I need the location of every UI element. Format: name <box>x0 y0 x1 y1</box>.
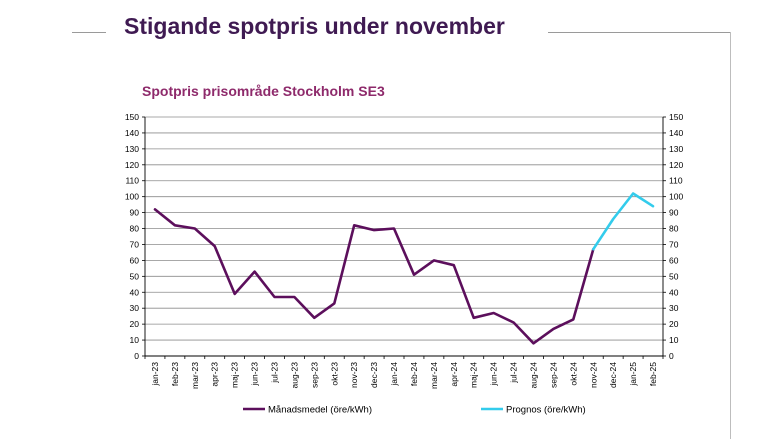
y-tick-label-left: 80 <box>130 224 140 234</box>
x-tick-label: aug-23 <box>289 362 299 389</box>
y-tick-label-left: 40 <box>130 287 140 297</box>
x-tick-label: sep-23 <box>309 362 319 388</box>
y-tick-label-left: 140 <box>125 128 139 138</box>
y-tick-label-right: 130 <box>669 144 683 154</box>
x-tick-label: feb-24 <box>409 362 419 386</box>
y-tick-label-left: 120 <box>125 160 139 170</box>
x-tick-label: okt-23 <box>329 362 339 386</box>
chart-title: Spotpris prisområde Stockholm SE3 <box>142 83 385 99</box>
y-tick-label-left: 70 <box>130 239 140 249</box>
x-tick-label: jun-23 <box>250 362 260 387</box>
y-tick-label-right: 50 <box>669 271 679 281</box>
y-tick-label-left: 90 <box>130 208 140 218</box>
x-tick-label: mar-24 <box>429 362 439 389</box>
x-axis-ticks: jan-23 feb-23 mar-23 apr-23 maj-23 jun-23 jul-… <box>150 362 658 389</box>
x-tick-label: maj-23 <box>230 362 240 388</box>
y-tick-label-left: 60 <box>130 255 140 265</box>
y-tick-label-left: 150 <box>125 112 139 122</box>
x-tick-label: maj-24 <box>469 362 479 388</box>
x-tick-label: dec-23 <box>369 362 379 388</box>
x-tick-label: jul-24 <box>509 362 519 384</box>
y-tick-label-left: 10 <box>130 335 140 345</box>
x-tick-label: jan-23 <box>150 362 160 387</box>
x-tick-label: nov-23 <box>349 362 359 388</box>
x-tick-label: jan-25 <box>628 362 638 387</box>
legend: Månadsmedel (öre/kWh) Prognos (öre/kWh) <box>243 405 586 416</box>
y-tick-label-right: 40 <box>669 287 679 297</box>
y-tick-label-left: 0 <box>134 351 139 361</box>
y-tick-label-left: 100 <box>125 192 139 202</box>
title-rule-right <box>548 32 731 33</box>
y-tick-label-left: 130 <box>125 144 139 154</box>
series-line-actual <box>153 208 595 345</box>
x-tick-label: apr-23 <box>210 362 220 387</box>
y-tick-label-right: 20 <box>669 319 679 329</box>
y-tick-label-left: 20 <box>130 319 140 329</box>
x-tick-label: jun-24 <box>489 362 499 387</box>
y-tick-label-right: 70 <box>669 239 679 249</box>
legend-label: Prognos (öre/kWh) <box>506 405 586 416</box>
x-tick-label: nov-24 <box>588 362 598 388</box>
y-tick-label-right: 0 <box>669 351 674 361</box>
y-tick-label-right: 110 <box>669 176 683 186</box>
y-axis-right-ticks: 0 10 20 30 40 50 60 70 80 90 100 110 120 130 140 150 <box>669 112 683 361</box>
frame-right-border <box>730 32 731 439</box>
y-tick-label-left: 110 <box>125 176 139 186</box>
x-tick-label: mar-23 <box>190 362 200 389</box>
x-tick-label: jan-24 <box>389 362 399 387</box>
x-tick-label: apr-24 <box>449 362 459 387</box>
y-axis-left-ticks: 0 10 20 30 40 50 60 70 80 90 100 110 120 130 140 150 <box>125 112 139 361</box>
y-tick-label-right: 60 <box>669 255 679 265</box>
x-tick-label: dec-24 <box>608 362 618 388</box>
axes <box>142 116 666 359</box>
y-tick-label-right: 80 <box>669 224 679 234</box>
y-tick-label-right: 140 <box>669 128 683 138</box>
x-tick-label: jul-23 <box>270 362 280 384</box>
x-tick-label: aug-24 <box>529 362 539 389</box>
title-rule-left <box>72 32 106 33</box>
y-tick-label-right: 150 <box>669 112 683 122</box>
x-tick-label: feb-25 <box>648 362 658 386</box>
y-tick-label-right: 10 <box>669 335 679 345</box>
y-tick-label-right: 90 <box>669 208 679 218</box>
slide-title: Stigande spotpris under november <box>124 13 505 39</box>
gridlines <box>145 116 663 341</box>
x-tick-label: okt-24 <box>568 362 578 386</box>
y-tick-label-right: 100 <box>669 192 683 202</box>
y-tick-label-left: 50 <box>130 271 140 281</box>
series-line-forecast <box>591 192 655 251</box>
x-tick-label: feb-23 <box>170 362 180 386</box>
series-lines <box>153 192 655 345</box>
y-tick-label-right: 30 <box>669 303 679 313</box>
y-tick-label-left: 30 <box>130 303 140 313</box>
x-tick-label: sep-24 <box>548 362 558 388</box>
legend-label: Månadsmedel (öre/kWh) <box>268 405 372 416</box>
y-tick-label-right: 120 <box>669 160 683 170</box>
